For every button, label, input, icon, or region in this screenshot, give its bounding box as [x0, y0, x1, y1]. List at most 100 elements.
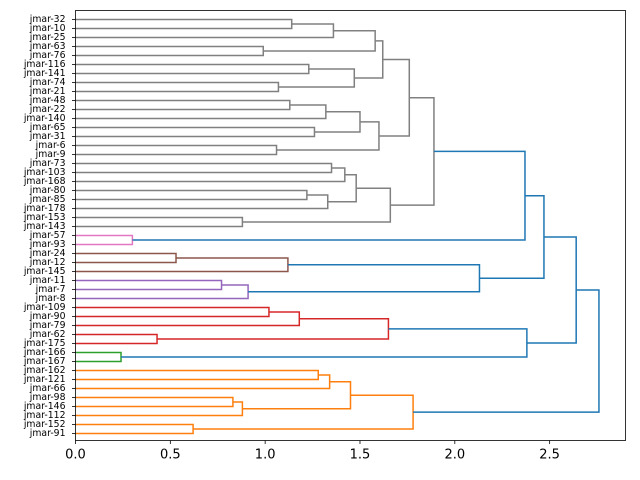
link-g19	[75, 194, 329, 210]
leaf-label: jmar-7	[35, 284, 66, 295]
x-tick-label: 1.0	[255, 448, 276, 463]
leaf-label: jmar-175	[23, 338, 66, 349]
leaf-label: jmar-66	[29, 383, 66, 394]
leaf-label: jmar-32	[29, 14, 66, 25]
leaf-label: jmar-112	[23, 410, 66, 421]
leaf-label: jmar-166	[23, 347, 66, 358]
link-b2	[248, 264, 481, 293]
leaf-label: jmar-152	[23, 419, 66, 430]
leaf-label: jmar-74	[29, 77, 66, 88]
leaf-label: jmar-103	[23, 167, 66, 178]
link-g12	[314, 111, 361, 133]
leaf-label: jmar-11	[29, 275, 66, 286]
link-g8	[354, 40, 384, 79]
leaf-label: jmar-90	[29, 311, 66, 322]
leaf-label: jmar-62	[29, 329, 66, 340]
leaf-label: jmar-91	[29, 428, 66, 439]
link-br1	[75, 252, 177, 264]
link-g14	[276, 121, 380, 151]
x-tick-label: 1.5	[350, 448, 371, 463]
link-o1	[75, 369, 320, 381]
leaf-label: jmar-21	[29, 86, 66, 97]
leaf-label: jmar-25	[29, 32, 66, 43]
leaf-label: jmar-143	[23, 221, 66, 232]
link-b3	[479, 194, 545, 279]
plot-frame	[75, 10, 626, 441]
link-g11	[75, 126, 316, 138]
x-tick-label: 2.5	[539, 448, 560, 463]
leaf-label: jmar-162	[23, 365, 66, 376]
leaf-label: jmar-85	[29, 194, 66, 205]
link-o2	[75, 374, 331, 390]
link-r3	[75, 333, 158, 345]
leaf-label: jmar-22	[29, 104, 66, 115]
link-g5	[75, 63, 310, 75]
link-g13	[75, 144, 278, 156]
link-g1	[75, 18, 293, 30]
link-p1	[75, 234, 134, 246]
link-g3	[75, 45, 265, 57]
leaf-label: jmar-168	[23, 176, 66, 187]
link-o3	[75, 396, 234, 408]
link-g4	[263, 30, 376, 52]
leaf-label: jmar-116	[23, 59, 66, 70]
leaf-label: jmar-178	[23, 203, 66, 214]
link-g23	[390, 96, 435, 206]
link-b5	[526, 236, 577, 344]
link-b4	[121, 328, 528, 358]
link-g9	[75, 99, 291, 111]
x-axis: 0.0 0.5 1.0 1.5 2.0 2.5	[65, 440, 560, 463]
link-o7	[193, 394, 414, 430]
link-r4	[157, 318, 390, 340]
link-br2	[75, 257, 289, 273]
leaf-label: jmar-140	[23, 113, 66, 124]
leaf-label: jmar-12	[29, 257, 66, 268]
link-r2	[75, 311, 301, 327]
leaf-label: jmar-63	[29, 41, 66, 52]
link-g2	[75, 23, 335, 39]
leaf-label: jmar-141	[23, 68, 66, 79]
leaf-label: jmar-109	[23, 302, 66, 313]
link-g18	[75, 189, 308, 201]
leaf-label: jmar-145	[23, 266, 66, 277]
link-r1	[75, 306, 270, 318]
x-tick-label: 0.5	[160, 448, 181, 463]
x-tick-label: 0.0	[65, 448, 86, 463]
leaf-label: jmar-57	[29, 230, 66, 241]
link-g6	[75, 81, 280, 93]
link-pu2	[75, 284, 249, 300]
leaf-label: jmar-93	[29, 239, 66, 250]
leaf-label: jmar-76	[29, 50, 66, 61]
link-pu1	[75, 279, 223, 291]
x-tick-label: 2.0	[444, 448, 465, 463]
link-b6	[413, 289, 600, 413]
leaf-label: jmar-6	[35, 140, 66, 151]
link-g7	[278, 68, 356, 88]
link-o5	[242, 381, 352, 410]
link-g21	[75, 216, 244, 228]
dendrogram-links	[75, 18, 600, 435]
leaf-label: jmar-153	[23, 212, 66, 223]
link-g10	[75, 104, 327, 120]
leaf-label: jmar-167	[23, 356, 66, 367]
leaf-labels: jmar-32jmar-10jmar-25jmar-63jmar-76jmar-…	[23, 14, 76, 439]
leaf-label: jmar-10	[29, 23, 66, 34]
leaf-label: jmar-24	[29, 248, 66, 259]
leaf-label: jmar-8	[35, 293, 66, 304]
leaf-label: jmar-65	[29, 122, 66, 133]
link-g15	[378, 58, 411, 137]
link-o6	[75, 423, 194, 435]
link-gr1	[75, 351, 122, 363]
leaf-label: jmar-146	[23, 401, 66, 412]
leaf-label: jmar-121	[23, 374, 66, 385]
leaf-label: jmar-31	[29, 131, 66, 142]
leaf-label: jmar-98	[29, 392, 66, 403]
link-g17	[75, 167, 346, 183]
leaf-label: jmar-79	[29, 320, 66, 331]
leaf-label: jmar-73	[29, 158, 66, 169]
link-g20	[327, 174, 357, 203]
link-g22	[242, 187, 392, 223]
link-o4	[75, 401, 244, 417]
leaf-label: jmar-80	[29, 185, 66, 196]
